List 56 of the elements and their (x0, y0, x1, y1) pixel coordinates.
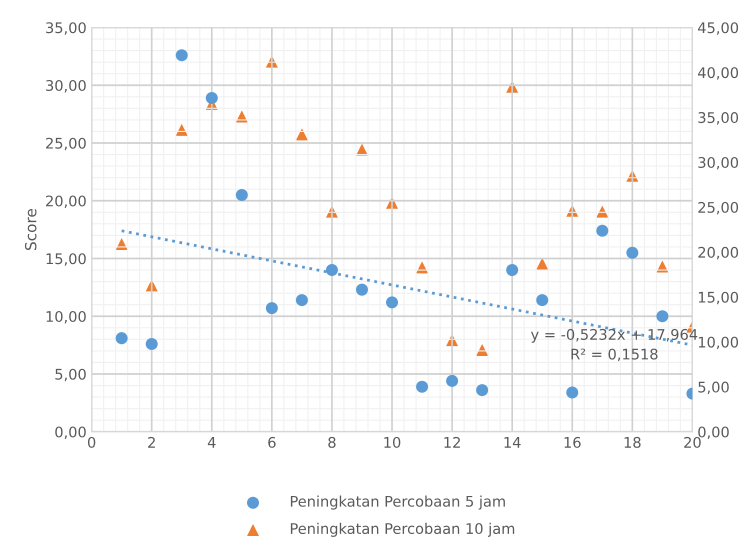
point (536, 294, 548, 306)
x-tick-label: 0 (88, 436, 96, 448)
y2-tick-label: 25,00 (698, 202, 738, 214)
y2-tick-label: 15,00 (698, 292, 738, 304)
y2-tick-label: 10,00 (698, 336, 738, 350)
point (326, 264, 338, 276)
point (266, 302, 278, 314)
y-tick-label: 15,00 (46, 253, 86, 266)
y2-tick-label: 20,00 (698, 246, 738, 260)
y2-tick-label: 30,00 (698, 156, 738, 170)
y-tick-label: 5,00 (55, 368, 86, 382)
x-tick-label: 2 (148, 436, 155, 448)
x-tick-label: 18 (624, 436, 641, 448)
x-tick-label: 4 (208, 437, 216, 448)
point (506, 264, 518, 276)
y-tick-label: 35,00 (46, 22, 86, 35)
x-tick-label: 8 (328, 436, 336, 448)
y-tick-label: 30,00 (46, 80, 86, 92)
x-tick-label: 20 (684, 436, 701, 448)
y-axis-title: Score (24, 209, 36, 250)
x-tick-label: 10 (384, 436, 400, 448)
legend-label: Peningkatan Percobaan 10 jam (290, 522, 514, 537)
point (596, 224, 608, 237)
x-tick-label: 6 (268, 436, 276, 448)
y2-tick-label: 45,00 (698, 22, 738, 35)
legend-label: Peningkatan Percobaan 5 jam (290, 496, 505, 510)
point (296, 294, 308, 306)
y-tick-label: 10,00 (46, 310, 86, 324)
point (296, 128, 308, 140)
y-tick-label: 25,00 (46, 138, 86, 150)
point (236, 188, 248, 201)
annotation: R² = 0,1518 (572, 348, 658, 362)
point (356, 284, 368, 296)
point (626, 246, 638, 259)
y2-tick-label: 35,00 (698, 112, 738, 125)
point (566, 386, 578, 398)
x-tick-label: 14 (504, 437, 521, 448)
y2-tick-label: 0,00 (698, 426, 729, 439)
y2-tick-label: 40,00 (698, 67, 738, 80)
point (416, 380, 428, 393)
y2-tick-label: 5,00 (698, 382, 729, 394)
point (446, 374, 458, 387)
point (146, 338, 158, 350)
point (476, 384, 488, 396)
y-tick-label: 0,00 (55, 426, 86, 439)
point (656, 310, 668, 322)
point (116, 332, 128, 344)
annotation: y = -0,5232x + 17,964 (530, 328, 698, 343)
point (176, 49, 188, 62)
point (536, 258, 548, 270)
y-tick-label: 20,00 (46, 195, 86, 208)
point (416, 261, 428, 274)
point (386, 296, 398, 308)
point (206, 92, 218, 104)
x-tick-label: 12 (444, 436, 460, 448)
x-tick-label: 16 (564, 436, 581, 448)
